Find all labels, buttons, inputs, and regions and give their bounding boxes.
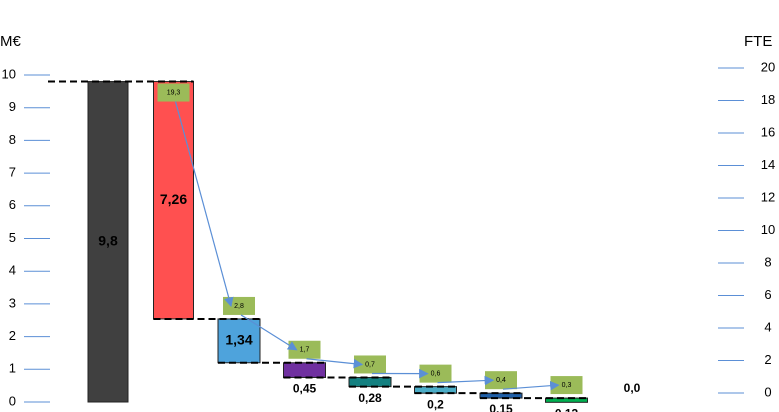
value-label: 0,13 [555, 406, 579, 412]
y-tick-label: 0 [9, 393, 16, 408]
bar [217, 318, 261, 364]
y-tick-label: 9 [9, 99, 16, 114]
fte-label: 19,3 [167, 89, 181, 96]
y2-tick-label: 20 [761, 59, 775, 74]
value-label: 0,28 [358, 391, 382, 405]
y-tick-label: 8 [9, 132, 16, 147]
fte-label: 0,4 [496, 377, 506, 384]
fte-arrow [502, 380, 560, 391]
value-label: 7,26 [160, 191, 187, 207]
y2-axis-label: FTE [744, 33, 772, 50]
y2-tick-label: 0 [764, 384, 771, 399]
fte-arrow [174, 101, 234, 308]
y2-tick-label: 8 [764, 254, 771, 269]
y-tick-label: 5 [9, 230, 16, 245]
y-axis-label: M€ [0, 33, 21, 50]
value-label: 0,2 [427, 397, 444, 411]
y-tick-label: 10 [2, 66, 16, 81]
fte-label: 2,8 [234, 303, 244, 310]
fte-label: 1,7 [300, 347, 310, 354]
y-tick-label: 1 [9, 361, 16, 376]
bar [87, 81, 129, 403]
bar [283, 362, 326, 378]
fte-label: 0,7 [365, 361, 375, 368]
value-label: 9,8 [98, 232, 118, 248]
bar [348, 376, 392, 388]
y-tick-label: 6 [9, 197, 16, 212]
y2-tick-label: 12 [761, 189, 775, 204]
fte-label: 0,6 [431, 370, 441, 377]
fte-label: 0,3 [562, 382, 572, 389]
fte-box [157, 83, 190, 102]
y2-tick-label: 4 [764, 319, 771, 334]
y2-tick-label: 14 [761, 157, 775, 172]
value-label: 1,34 [225, 332, 252, 348]
bar [414, 386, 457, 394]
y2-tick-label: 18 [761, 92, 775, 107]
bar [545, 397, 588, 403]
y-tick-label: 2 [9, 328, 16, 343]
fte-arrow [240, 314, 298, 351]
value-label: 0,45 [293, 382, 317, 396]
y2-tick-label: 6 [764, 287, 771, 302]
y2-tick-label: 2 [764, 352, 771, 367]
fte-arrow [306, 358, 364, 369]
value-label: 0,0 [624, 381, 641, 395]
value-label: 0,15 [489, 402, 513, 412]
y2-tick-label: 10 [761, 222, 775, 237]
y2-tick-label: 16 [761, 124, 775, 139]
y-tick-label: 3 [9, 295, 16, 310]
y-tick-label: 4 [9, 263, 16, 278]
bar [153, 81, 194, 320]
fte-arrow [437, 375, 495, 386]
y-tick-label: 7 [9, 165, 16, 180]
bar [479, 392, 523, 399]
